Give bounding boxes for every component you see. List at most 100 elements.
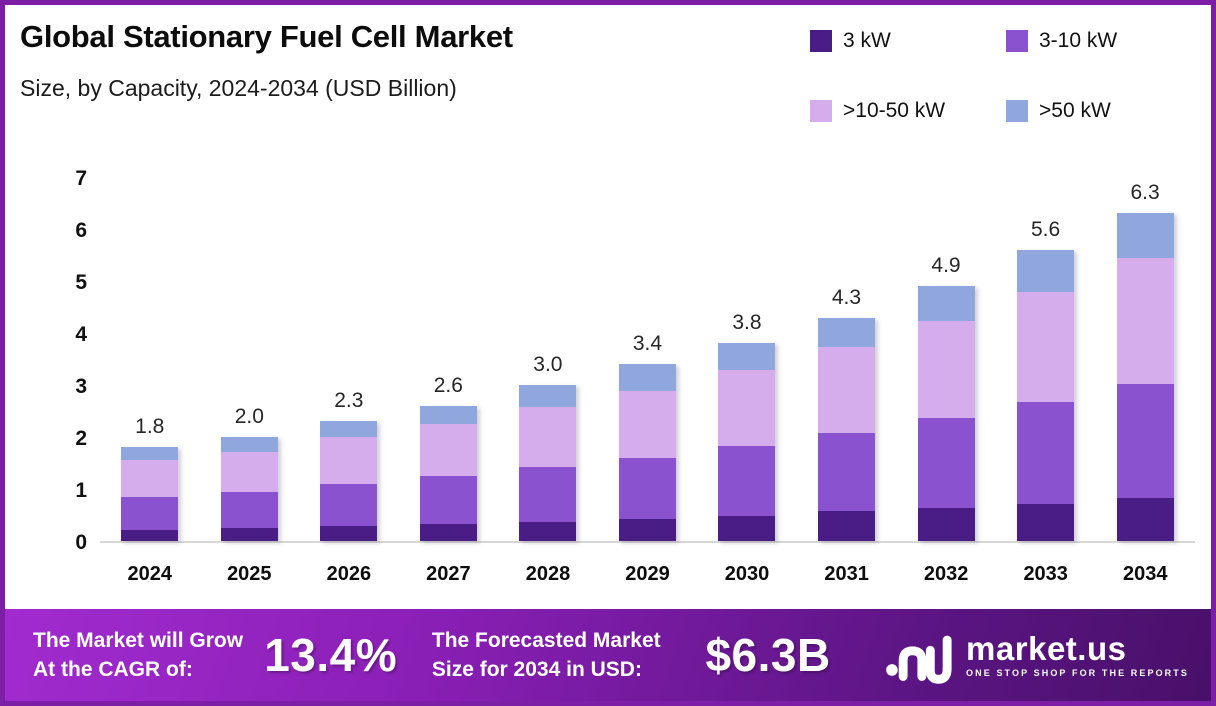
bar-segment-3-kw xyxy=(917,508,975,541)
bar-segment-3-10-kw xyxy=(1017,401,1075,504)
marketus-logo-text: market.us ONE STOP SHOP FOR THE REPORTS xyxy=(966,632,1189,678)
marketus-logo-tagline: ONE STOP SHOP FOR THE REPORTS xyxy=(966,668,1189,678)
marketus-logo-name: market.us xyxy=(966,630,1127,667)
bar-column-2029: 3.4 xyxy=(617,177,677,541)
legend-swatch-icon xyxy=(810,30,832,52)
legend-swatch-icon xyxy=(1006,30,1028,52)
y-tick-label: 0 xyxy=(75,531,87,554)
bar-segment-3-kw xyxy=(718,516,776,541)
bar-segment--50-kw xyxy=(1017,249,1075,293)
y-axis: 0 1 2 3 4 5 6 7 xyxy=(53,167,87,554)
stacked-bar xyxy=(618,364,676,541)
stacked-bar xyxy=(121,447,179,541)
legend-item-3-kw: 3 kW xyxy=(810,29,1006,53)
bar-column-2026: 2.3 xyxy=(319,177,379,541)
bar-segment--50-kw xyxy=(121,447,179,461)
stacked-bar xyxy=(419,405,477,541)
bar-total-label: 2.3 xyxy=(334,389,364,413)
bar-segment--50-kw xyxy=(320,421,378,438)
y-tick-label: 3 xyxy=(75,375,87,398)
stacked-bar xyxy=(320,421,378,541)
bar-column-2024: 1.8 xyxy=(120,177,180,541)
footer-banner: The Market will Grow At the CAGR of: 13.… xyxy=(5,609,1211,701)
stacked-bar xyxy=(519,385,577,541)
bar-segment--50-kw xyxy=(519,385,577,408)
bar-segment--10-50-kw xyxy=(1116,257,1174,385)
bar-segment-3-kw xyxy=(1017,503,1075,541)
bar-segment-3-10-kw xyxy=(220,491,278,528)
bar-total-label: 4.3 xyxy=(831,285,862,309)
bar-segment--10-50-kw xyxy=(1017,292,1075,402)
bar-total-label: 5.6 xyxy=(1030,217,1061,241)
forecast-label: The Forecasted Market Size for 2034 in U… xyxy=(432,626,706,684)
bar-column-2033: 5.6 xyxy=(1016,177,1076,541)
legend-item-3-10-kw: 3-10 kW xyxy=(1006,29,1202,53)
bar-segment-3-10-kw xyxy=(519,467,577,522)
bar-segment-3-10-kw xyxy=(618,457,676,520)
bar-segment-3-10-kw xyxy=(817,432,875,512)
y-tick-label: 5 xyxy=(75,271,87,294)
forecast-label-line2: Size for 2034 in USD: xyxy=(431,658,642,681)
bar-segment--10-50-kw xyxy=(718,370,776,446)
legend-item--50-kw: >50 kW xyxy=(1006,99,1202,123)
stacked-bar xyxy=(718,343,776,541)
bar-total-label: 3.0 xyxy=(533,353,563,377)
legend-swatch-icon xyxy=(1006,100,1028,122)
bar-segment-3-kw xyxy=(618,519,676,541)
x-tick-label-2026: 2026 xyxy=(326,563,372,585)
bar-column-2032: 4.9 xyxy=(916,177,976,541)
page-title: Global Stationary Fuel Cell Market xyxy=(20,19,513,54)
bar-column-2030: 3.8 xyxy=(717,177,777,541)
x-tick-label-2030: 2030 xyxy=(724,563,770,585)
x-tick-label-2032: 2032 xyxy=(923,563,969,585)
bar-segment-3-kw xyxy=(519,521,577,541)
cagr-label-line2: At the CAGR of: xyxy=(33,658,193,681)
bar-segment--50-kw xyxy=(817,317,875,347)
legend-label: 3-10 kW xyxy=(1039,29,1118,52)
stacked-bar xyxy=(917,286,975,541)
stacked-bar xyxy=(817,317,875,541)
page-subtitle: Size, by Capacity, 2024-2034 (USD Billio… xyxy=(20,75,457,101)
legend-swatch-icon xyxy=(810,100,832,122)
chart-legend: 3 kW 3-10 kW >10-50 kW >50 kW xyxy=(810,29,1202,123)
bar-segment-3-kw xyxy=(1116,498,1174,541)
bar-column-2027: 2.6 xyxy=(418,177,478,541)
x-tick-label-2031: 2031 xyxy=(824,563,869,585)
bar-segment--10-50-kw xyxy=(121,460,179,497)
bar-segment-3-10-kw xyxy=(1116,384,1174,499)
bar-segment-3-kw xyxy=(220,528,278,541)
x-tick-label-2034: 2034 xyxy=(1122,563,1168,585)
bar-column-2025: 2.0 xyxy=(219,177,279,541)
forecast-label-line1: The Forecasted Market xyxy=(431,629,661,652)
bar-segment--10-50-kw xyxy=(917,321,975,419)
bar-segment-3-kw xyxy=(320,526,378,541)
bar-segment-3-kw xyxy=(817,511,875,541)
bar-column-2028: 3.0 xyxy=(518,177,578,541)
legend-label: 3 kW xyxy=(843,29,891,52)
bar-segment--10-50-kw xyxy=(618,390,676,458)
stacked-bar xyxy=(1017,249,1075,541)
x-axis: 2024 2025 2026 2027 2028 2029 2030 2031 2032 2033… xyxy=(100,563,1195,586)
bar-segment--10-50-kw xyxy=(419,424,477,477)
x-tick-label-2033: 2033 xyxy=(1023,563,1068,585)
x-tick-label-2029: 2029 xyxy=(625,563,670,585)
stacked-bar xyxy=(220,437,278,541)
cagr-label: The Market will Grow At the CAGR of: xyxy=(33,626,264,684)
bar-segment--50-kw xyxy=(220,437,278,452)
legend-item--10-50-kw: >10-50 kW xyxy=(810,99,1006,123)
marketus-logo-icon xyxy=(886,635,952,684)
bar-segment--50-kw xyxy=(917,286,975,322)
bar-segment--50-kw xyxy=(1116,213,1174,258)
legend-label: >50 kW xyxy=(1039,99,1111,122)
bar-total-label: 3.8 xyxy=(732,311,762,335)
marketus-logo: market.us ONE STOP SHOP FOR THE REPORTS xyxy=(884,626,1189,684)
bar-segment--50-kw xyxy=(618,364,676,391)
bar-segment-3-10-kw xyxy=(718,445,776,516)
bar-total-label: 1.8 xyxy=(135,415,165,439)
bar-segment-3-10-kw xyxy=(320,483,378,527)
bar-total-label: 2.6 xyxy=(433,373,463,397)
bar-segment-3-kw xyxy=(419,524,477,541)
bar-segment--50-kw xyxy=(419,405,477,425)
bar-plot-area: 1.8 2.0 2.3 2.6 3.0 3.4 3.8 4.3 4.9 5.6 6.3 xyxy=(100,177,1195,543)
forecast-value: $6.3B xyxy=(705,629,831,681)
